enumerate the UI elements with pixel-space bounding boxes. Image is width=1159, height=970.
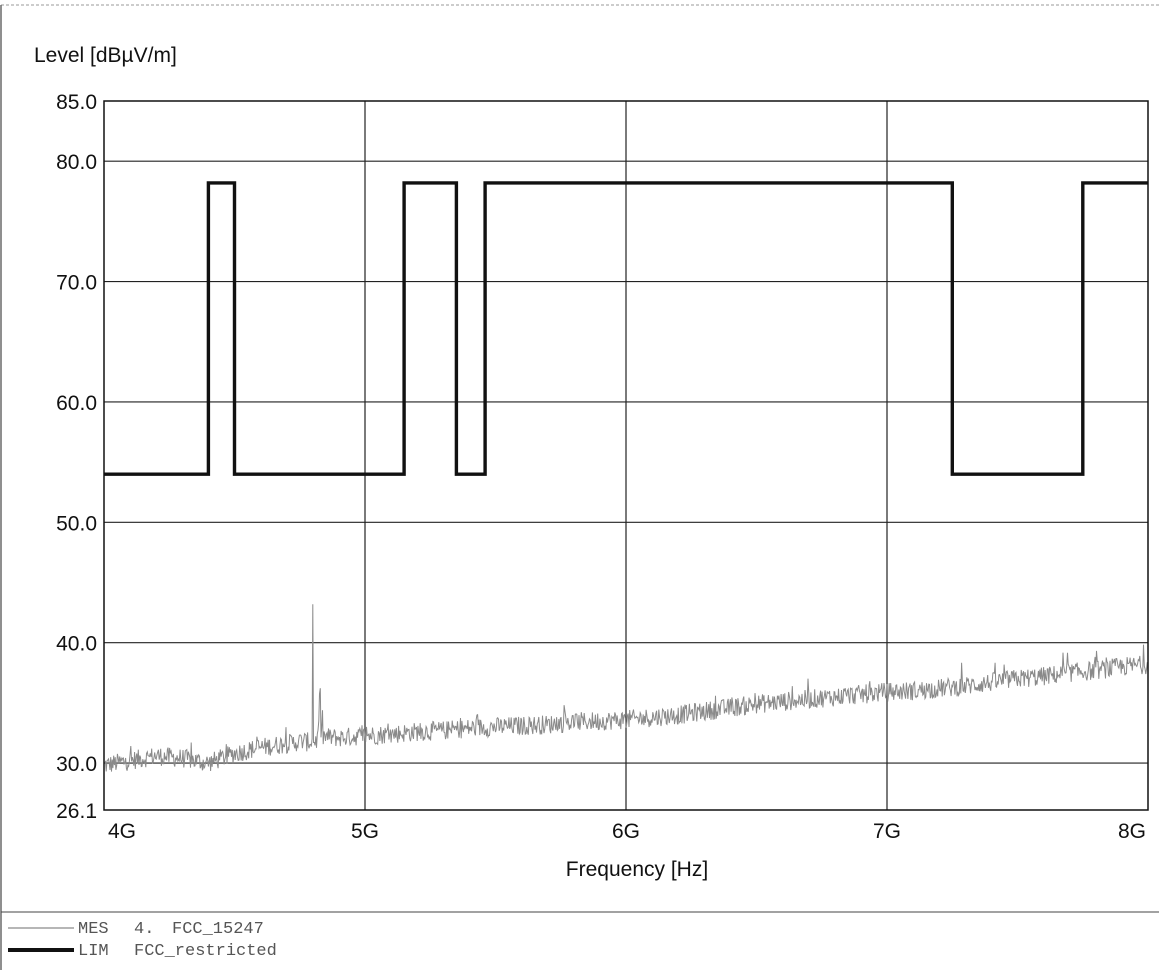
- series-layer: [103, 181, 1149, 772]
- y-tick-label-2: 70.0: [56, 272, 97, 295]
- grid-lines: [104, 101, 1148, 810]
- legend-tag-mes: MES: [78, 920, 109, 939]
- legend-name-mes: FCC_15247: [172, 920, 264, 939]
- legend-tag-lim: LIM: [78, 942, 109, 961]
- series-mes-trace: [103, 604, 1149, 772]
- plot-border: [103, 100, 1149, 811]
- x-tick-label-1: 5G: [351, 820, 379, 843]
- x-tick-label-2: 6G: [612, 820, 640, 843]
- series-lim-line: [104, 181, 1148, 476]
- legend-name-lim: FCC_restricted: [134, 942, 277, 961]
- legend-item-mes: MES 4. FCC_15247: [8, 920, 264, 939]
- y-tick-label-3: 60.0: [56, 392, 97, 415]
- x-tick-label-0: 4G: [108, 820, 136, 843]
- y-tick-label-0: 85.0: [56, 91, 97, 114]
- x-tick-label-4: 8G: [1118, 820, 1146, 843]
- legend: MES 4. FCC_15247 LIM FCC_restricted: [8, 920, 277, 961]
- x-tick-labels: 4G 5G 6G 7G 8G: [108, 820, 1146, 843]
- plot-area: [103, 100, 1149, 811]
- y-tick-label-5: 40.0: [56, 633, 97, 656]
- y-tick-label-6: 30.0: [56, 753, 97, 776]
- x-tick-label-3: 7G: [873, 820, 901, 843]
- legend-item-lim: LIM FCC_restricted: [8, 942, 277, 961]
- y-tick-label-1: 80.0: [56, 151, 97, 174]
- y-tick-labels: 85.0 80.0 70.0 60.0 50.0 40.0 30.0 26.1: [56, 91, 97, 823]
- y-tick-label-7: 26.1: [56, 800, 97, 823]
- y-tick-label-4: 50.0: [56, 512, 97, 535]
- legend-index-mes: 4.: [134, 920, 154, 939]
- y-axis-label: Level [dBµV/m]: [34, 44, 177, 67]
- x-axis-label: Frequency [Hz]: [566, 858, 708, 881]
